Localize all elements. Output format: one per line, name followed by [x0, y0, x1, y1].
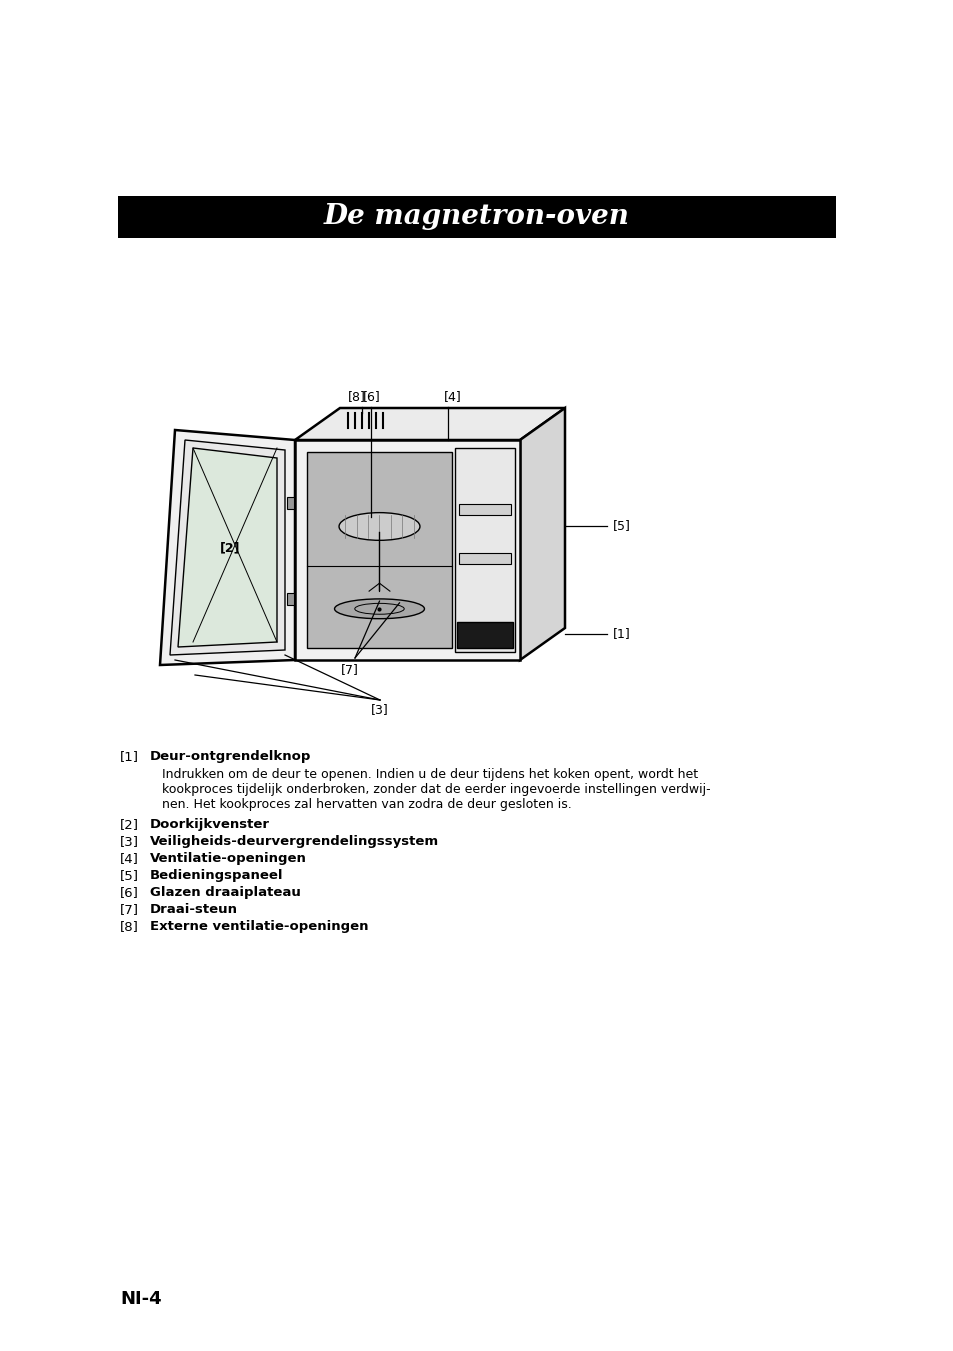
- FancyBboxPatch shape: [307, 453, 452, 648]
- Text: kookproces tijdelijk onderbroken, zonder dat de eerder ingevoerde instellingen v: kookproces tijdelijk onderbroken, zonder…: [162, 784, 710, 796]
- Polygon shape: [160, 430, 294, 665]
- Text: [5]: [5]: [120, 869, 139, 882]
- Text: Deur-ontgrendelknop: Deur-ontgrendelknop: [150, 750, 311, 763]
- Text: [6]: [6]: [120, 886, 139, 898]
- Text: NI-4: NI-4: [120, 1290, 161, 1308]
- Text: Indrukken om de deur te openen. Indien u de deur tijdens het koken opent, wordt : Indrukken om de deur te openen. Indien u…: [162, 767, 698, 781]
- Text: [3]: [3]: [371, 704, 389, 716]
- Text: [4]: [4]: [120, 852, 139, 865]
- FancyBboxPatch shape: [456, 621, 513, 648]
- Text: Ventilatie-openingen: Ventilatie-openingen: [150, 852, 307, 865]
- FancyBboxPatch shape: [458, 553, 511, 565]
- FancyBboxPatch shape: [287, 593, 294, 605]
- Ellipse shape: [338, 512, 419, 540]
- Text: Glazen draaiplateau: Glazen draaiplateau: [150, 886, 300, 898]
- Text: [2]: [2]: [120, 817, 139, 831]
- Text: Veiligheids-deurvergrendelingssystem: Veiligheids-deurvergrendelingssystem: [150, 835, 438, 848]
- Ellipse shape: [335, 598, 424, 619]
- Text: [1]: [1]: [120, 750, 139, 763]
- FancyBboxPatch shape: [287, 497, 294, 508]
- Text: [2]: [2]: [219, 540, 240, 554]
- Text: [8]: [8]: [348, 390, 366, 404]
- Polygon shape: [519, 408, 564, 661]
- Text: Bedieningspaneel: Bedieningspaneel: [150, 869, 283, 882]
- FancyBboxPatch shape: [458, 504, 511, 515]
- FancyBboxPatch shape: [455, 449, 515, 653]
- Text: nen. Het kookproces zal hervatten van zodra de deur gesloten is.: nen. Het kookproces zal hervatten van zo…: [162, 798, 571, 811]
- Text: Doorkijkvenster: Doorkijkvenster: [150, 817, 270, 831]
- Text: [6]: [6]: [362, 390, 380, 404]
- Text: Draai-steun: Draai-steun: [150, 902, 237, 916]
- Text: [7]: [7]: [120, 902, 139, 916]
- Text: [7]: [7]: [341, 663, 358, 677]
- FancyBboxPatch shape: [294, 440, 519, 661]
- Polygon shape: [294, 408, 564, 440]
- Polygon shape: [178, 449, 276, 647]
- Text: [3]: [3]: [120, 835, 139, 848]
- Polygon shape: [170, 440, 285, 655]
- Text: [4]: [4]: [444, 390, 461, 404]
- Text: [8]: [8]: [120, 920, 139, 934]
- Text: Externe ventilatie-openingen: Externe ventilatie-openingen: [150, 920, 368, 934]
- Text: De magnetron-oven: De magnetron-oven: [324, 204, 629, 231]
- FancyBboxPatch shape: [118, 196, 835, 238]
- Text: [1]: [1]: [613, 627, 630, 640]
- Text: [5]: [5]: [613, 519, 630, 532]
